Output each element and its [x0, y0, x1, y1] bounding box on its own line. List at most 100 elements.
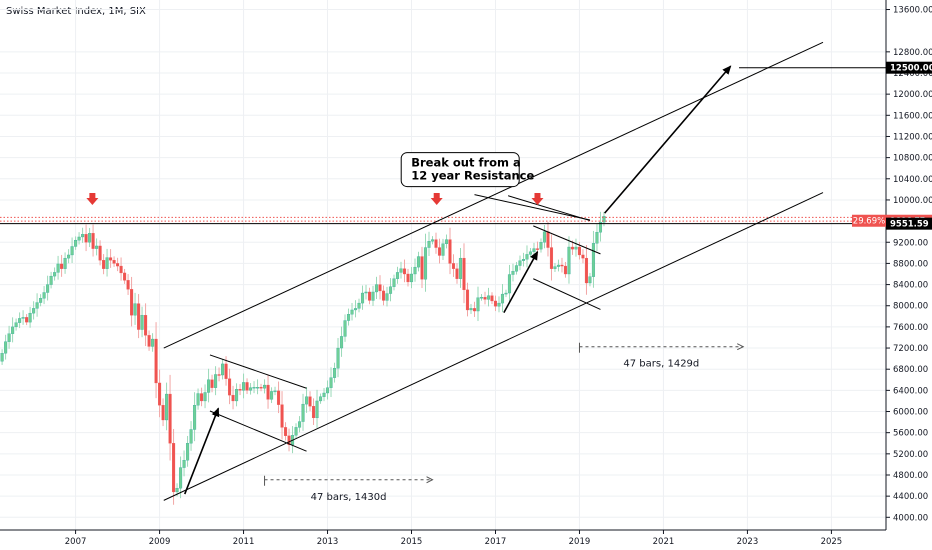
candle-body: [77, 236, 81, 241]
candle-body: [84, 234, 88, 243]
x-tick-label: 2015: [401, 537, 423, 547]
candle-body: [332, 367, 337, 378]
candle-body: [455, 268, 459, 279]
candle-body: [273, 390, 277, 393]
candle-body: [315, 400, 319, 419]
candle-body: [175, 488, 179, 493]
resistance-marker-arrow: [86, 192, 99, 205]
candle-body: [413, 266, 417, 275]
candle-body: [458, 257, 463, 279]
candle-body: [595, 232, 599, 244]
y-tick-label: 11200.00: [893, 132, 932, 142]
candle-body: [301, 403, 305, 422]
y-tick-label: 8000.00: [893, 302, 928, 312]
candle-body: [269, 391, 274, 400]
candle-body: [14, 322, 18, 328]
candle-body: [70, 246, 74, 256]
candle-body: [367, 291, 372, 301]
x-tick-label: 2007: [65, 537, 87, 547]
candle-body: [224, 363, 228, 379]
candle-body: [130, 289, 134, 316]
candle-body: [339, 336, 344, 349]
candle-body: [144, 315, 148, 336]
candle-body: [32, 308, 36, 314]
candle-body: [308, 396, 312, 407]
callout-text: Break out from a: [411, 156, 521, 170]
candle-body: [385, 293, 389, 301]
candle-body: [172, 443, 176, 493]
candle-body: [525, 254, 529, 260]
candle-body: [234, 389, 239, 402]
projection-arrow: [503, 250, 539, 313]
y-tick-label: 12800.00: [893, 48, 932, 58]
candle-body: [116, 263, 120, 267]
candle-body: [549, 247, 554, 269]
trendline: [474, 194, 591, 221]
candle-body: [378, 284, 382, 292]
candle-body: [437, 247, 442, 256]
y-tick-label: 8800.00: [893, 259, 928, 269]
candle-body: [165, 393, 169, 421]
x-tick-label: 2025: [821, 537, 843, 547]
candle-body: [161, 405, 165, 421]
candle-body: [364, 291, 368, 294]
candle-body: [109, 257, 113, 261]
candle-body: [238, 389, 242, 391]
candle-body: [322, 392, 326, 397]
candle-body: [518, 260, 522, 266]
candle-body: [353, 308, 358, 311]
x-tick-label: 2013: [317, 537, 339, 547]
candle-body: [563, 265, 568, 275]
range-label: 47 bars, 1429d: [623, 359, 699, 370]
candle-body: [248, 387, 253, 391]
candle-body: [584, 257, 589, 284]
y-tick-label: 12000.00: [893, 90, 932, 100]
x-tick-label: 2019: [569, 537, 591, 547]
candle-body: [486, 295, 491, 300]
candle-body: [287, 435, 291, 445]
change-tag-label: 29.69%: [853, 217, 885, 227]
trendline: [209, 410, 307, 452]
candle-body: [416, 256, 421, 268]
candle-body: [521, 259, 526, 261]
candle-body: [574, 246, 578, 250]
candle-body: [430, 239, 435, 242]
callout-box: [400, 152, 520, 188]
candle-body: [11, 326, 15, 334]
candle-body: [210, 379, 214, 388]
trendline: [209, 354, 307, 389]
candle-body: [423, 247, 428, 280]
candle-body: [35, 302, 39, 309]
y-tick-label: 4000.00: [893, 513, 928, 523]
candle-body: [420, 256, 424, 280]
resistance-marker-arrow: [430, 192, 443, 205]
candle-body: [276, 390, 281, 405]
candle-body: [207, 379, 211, 393]
candle-body: [168, 393, 172, 444]
y-tick-label: 12400.00: [893, 69, 932, 79]
candle-body: [514, 265, 519, 272]
candle-body: [504, 292, 508, 295]
y-tick-label: 4400.00: [893, 492, 928, 502]
candle-body: [350, 309, 354, 315]
x-tick-label: 2011: [233, 537, 255, 547]
candle-body: [74, 239, 78, 247]
trendline: [507, 195, 591, 222]
candle-body: [336, 347, 340, 369]
candle-body: [602, 216, 606, 223]
candle-body: [186, 443, 190, 461]
candle-body: [196, 393, 200, 406]
candle-body: [532, 248, 536, 252]
candle-body: [280, 404, 284, 428]
candle-body: [98, 245, 102, 261]
candle-body: [539, 242, 543, 250]
candle-body: [402, 268, 407, 275]
candle-body: [374, 284, 379, 293]
candle-body: [81, 234, 85, 238]
candle-body: [490, 295, 494, 302]
candle-body: [507, 274, 512, 294]
candle-body: [95, 245, 99, 249]
candle-body: [388, 286, 393, 294]
y-tick-label: 5200.00: [893, 450, 928, 460]
